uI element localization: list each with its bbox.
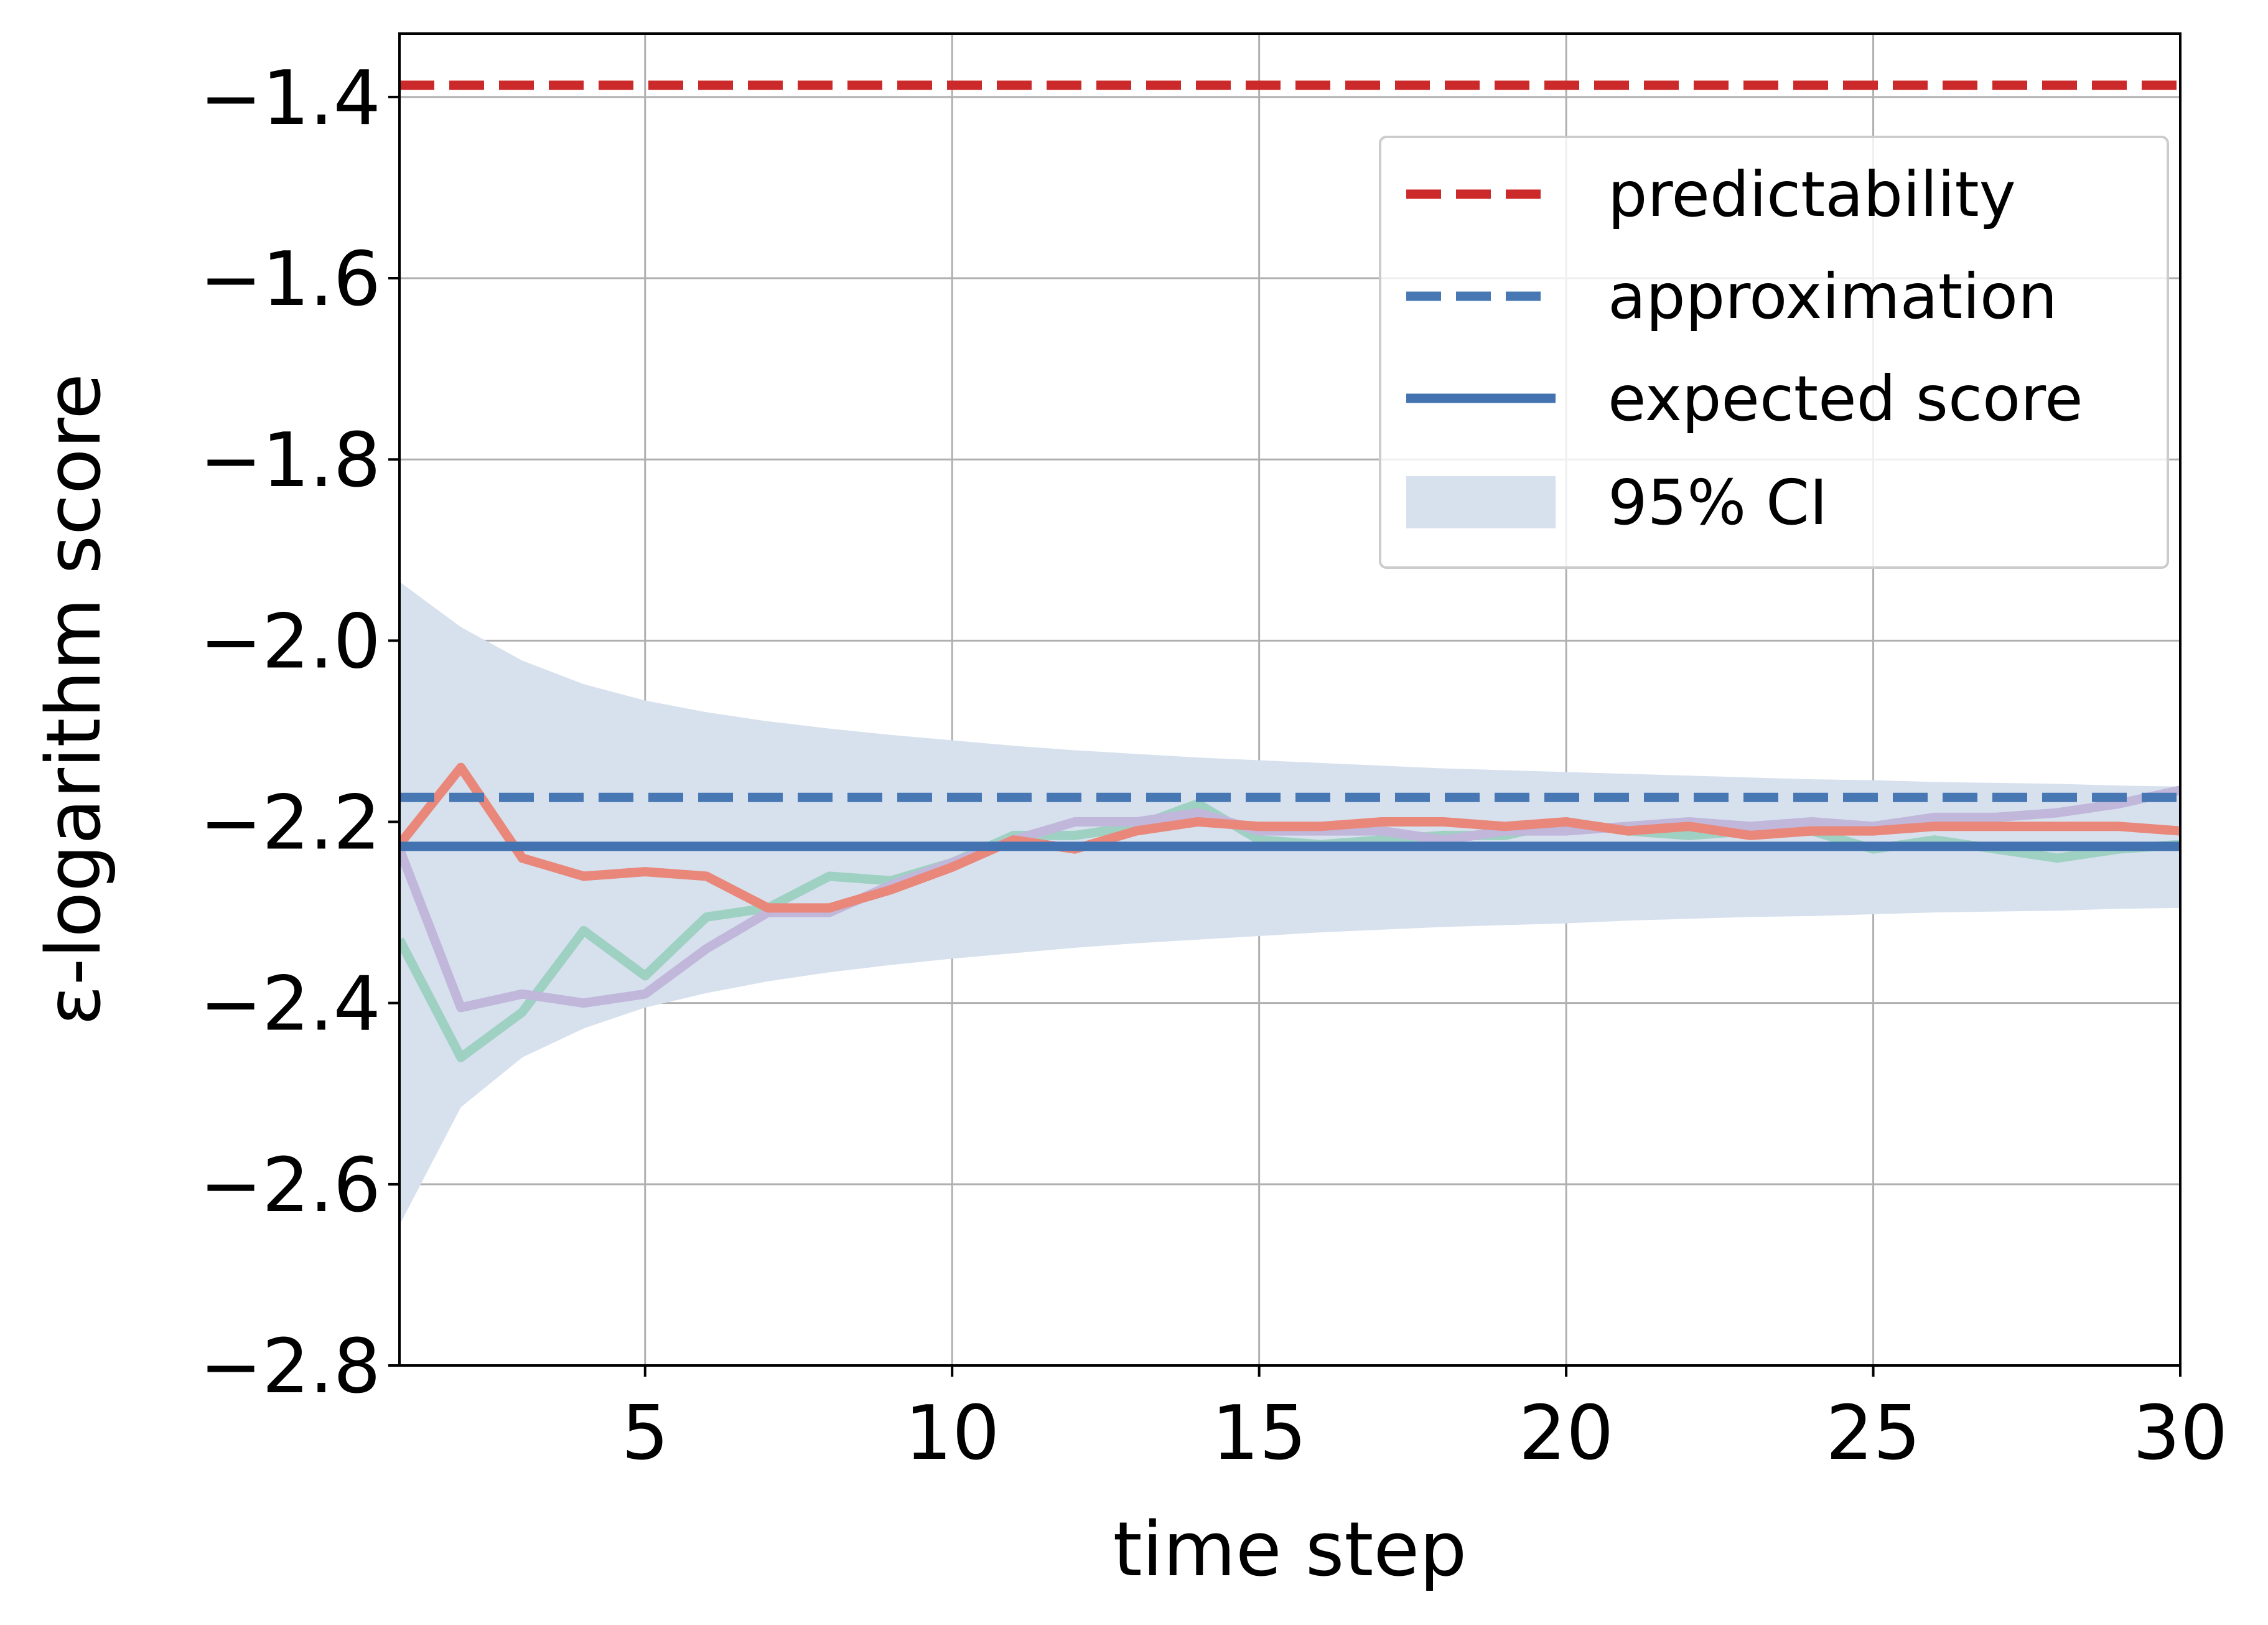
legend-label: expected score bbox=[1608, 362, 2083, 435]
x-tick-label: 15 bbox=[1211, 1390, 1307, 1477]
y-tick-label: −2.2 bbox=[200, 780, 381, 867]
confidence-band bbox=[399, 581, 2180, 1225]
y-tick-label: −2.8 bbox=[200, 1324, 381, 1410]
series-line-3 bbox=[399, 762, 2180, 913]
y-tick-label: −1.8 bbox=[200, 418, 381, 504]
y-tick-label: −2.6 bbox=[200, 1143, 381, 1229]
y-tick-label: −2.4 bbox=[200, 962, 381, 1048]
y-tick-label: −1.6 bbox=[200, 236, 381, 323]
legend-swatch bbox=[1406, 476, 1556, 528]
x-axis-label: time step bbox=[1113, 1507, 1467, 1593]
reference-lines bbox=[399, 80, 2180, 851]
x-tick-label: 5 bbox=[622, 1390, 669, 1477]
x-tick-label: 10 bbox=[905, 1390, 1000, 1477]
legend: predictability approximation expected scor… bbox=[1379, 136, 2169, 569]
y-tick-label: −1.4 bbox=[200, 55, 381, 142]
x-tick-label: 30 bbox=[2133, 1390, 2228, 1477]
x-tick-label: 25 bbox=[1826, 1390, 1921, 1477]
legend-label: predictability bbox=[1608, 158, 2016, 231]
legend-label: approximation bbox=[1608, 260, 2057, 333]
x-tick-label: 20 bbox=[1519, 1390, 1614, 1477]
plot-frame bbox=[398, 32, 2182, 1367]
legend-box bbox=[1379, 136, 2169, 569]
legend-label: 95% CI bbox=[1608, 466, 1827, 539]
axis-ticks: 5 10 15 20 25 30 −1.4 −1.6 −1.8 −2.0 −2.2 −2.4 −2.6 −… bbox=[200, 55, 2228, 1477]
y-tick-label: −2.0 bbox=[200, 599, 381, 685]
y-axis-label: ε-logarithm score bbox=[31, 373, 118, 1026]
ci-band bbox=[399, 581, 2180, 1225]
